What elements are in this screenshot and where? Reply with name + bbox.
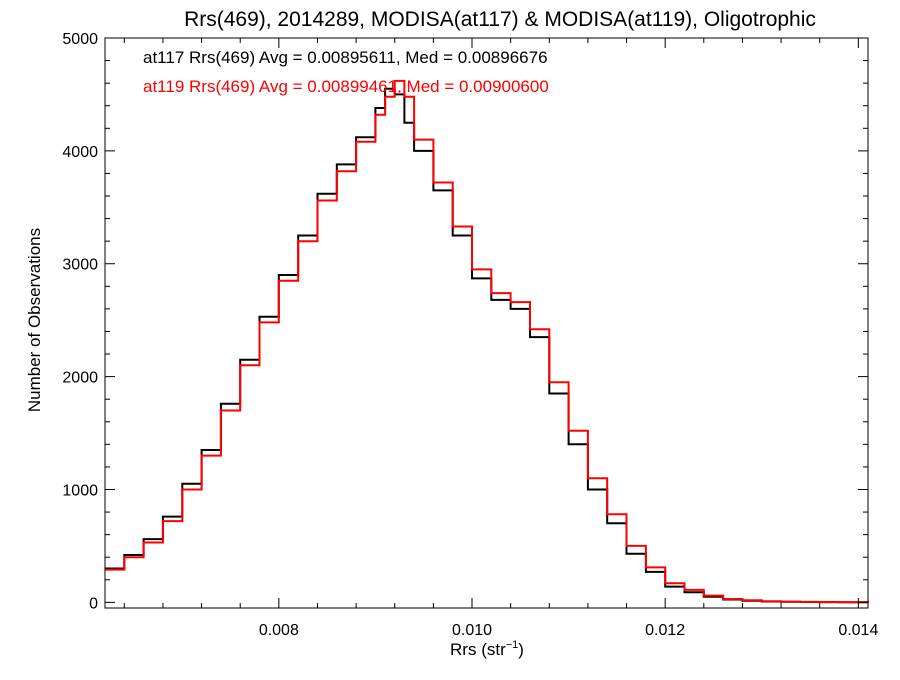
- axis-ticks: 0.008 0.010 0.012 0.014 0 1000 2000 3000 4000 500…: [62, 31, 878, 639]
- y-tick-label: 3000: [62, 257, 98, 274]
- chart-title: Rrs(469), 2014289, MODISA(at117) & MODIS…: [184, 8, 816, 31]
- x-tick-label: 0.008: [259, 622, 299, 639]
- y-tick-label: 5000: [62, 31, 98, 48]
- x-axis-label-main: Rrs (str: [450, 640, 506, 659]
- annotation-at119: at119 Rrs(469) Avg = 0.00899461, Med = 0…: [143, 77, 549, 96]
- plot-frame: [104, 37, 869, 609]
- y-tick-label: 2000: [62, 370, 98, 387]
- x-tick-label: 0.014: [838, 622, 878, 639]
- x-axis-label-close: ): [518, 640, 524, 659]
- x-axis-label-superscript: −1: [506, 639, 519, 651]
- y-tick-label: 0: [89, 595, 98, 612]
- series-line-0: [105, 87, 869, 604]
- x-tick-label: 0.012: [645, 622, 685, 639]
- series-line-1: [105, 79, 869, 604]
- y-tick-label: 4000: [62, 144, 98, 161]
- series-layer: [105, 79, 869, 604]
- x-axis-label: Rrs (str−1): [450, 639, 524, 659]
- annotation-at117: at117 Rrs(469) Avg = 0.00895611, Med = 0…: [143, 48, 548, 67]
- y-axis-label: Number of Observations: [25, 228, 44, 412]
- x-tick-label: 0.010: [452, 622, 492, 639]
- y-tick-label: 1000: [62, 482, 98, 499]
